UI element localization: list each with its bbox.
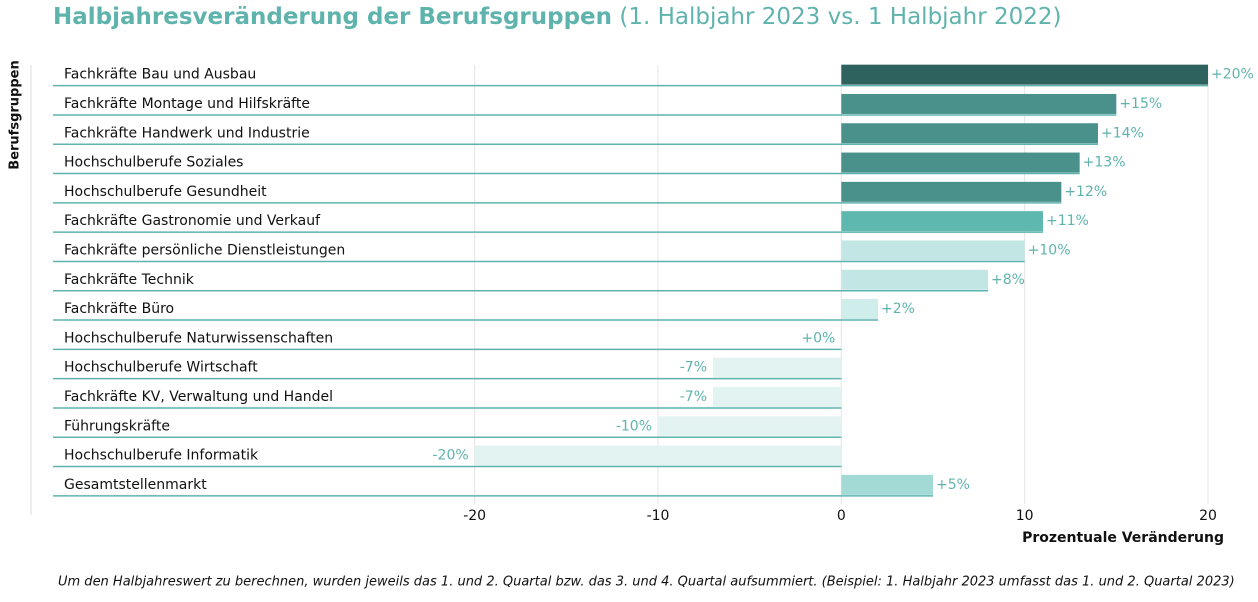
category-label: Hochschulberufe Naturwissenschaften — [64, 330, 333, 346]
value-label: +5% — [936, 477, 970, 493]
value-label: -7% — [680, 389, 707, 405]
value-label: +11% — [1046, 213, 1089, 229]
x-tick-label: 20 — [1199, 508, 1217, 524]
category-label: Fachkräfte Handwerk und Industrie — [64, 125, 310, 141]
bar — [841, 211, 1043, 232]
value-label: +12% — [1064, 184, 1107, 200]
category-label: Fachkräfte Büro — [64, 301, 174, 317]
x-tick-label: 0 — [837, 508, 846, 524]
value-label: +0% — [801, 330, 835, 346]
category-label: Fachkräfte Bau und Ausbau — [64, 67, 256, 83]
value-label: -10% — [616, 418, 652, 434]
y-axis-label: Berufsgruppen — [8, 60, 23, 169]
bar — [713, 386, 842, 407]
bar — [841, 474, 933, 495]
category-label: Hochschulberufe Wirtschaft — [64, 360, 258, 376]
bar — [474, 445, 842, 466]
chart-subtitle: (1. Halbjahr 2023 vs. 1 Halbjahr 2022) — [619, 4, 1061, 30]
category-label: Hochschulberufe Soziales — [64, 155, 243, 171]
category-label: Fachkräfte Gastronomie und Verkauf — [64, 213, 321, 229]
value-label: +8% — [991, 272, 1025, 288]
category-label: Fachkräfte Montage und Hilfskräfte — [64, 96, 310, 112]
value-label: +14% — [1101, 125, 1144, 141]
footnote: Um den Halbjahreswert zu berechnen, wurd… — [58, 575, 1235, 590]
category-label: Fachkräfte persönliche Dienstleistungen — [64, 242, 345, 258]
x-tick-label: -10 — [647, 508, 670, 524]
value-label: +2% — [881, 301, 915, 317]
value-label: -7% — [680, 360, 707, 376]
bar — [713, 357, 842, 378]
bar — [841, 181, 1062, 202]
bar — [841, 64, 1208, 85]
value-label: +20% — [1211, 67, 1254, 83]
value-label: +13% — [1083, 155, 1126, 171]
value-label: -20% — [432, 448, 468, 464]
bar — [658, 416, 842, 437]
category-label: Führungskräfte — [64, 418, 170, 434]
bar — [841, 269, 988, 290]
category-label: Fachkräfte Technik — [64, 272, 195, 288]
bar — [841, 123, 1098, 144]
chart-title-line: Halbjahresveränderung der Berufsgruppen … — [53, 4, 1062, 30]
category-label: Hochschulberufe Informatik — [64, 448, 259, 464]
bar — [841, 240, 1025, 261]
x-axis-label: Prozentuale Veränderung — [1022, 530, 1224, 546]
bar — [841, 93, 1117, 114]
category-label: Fachkräfte KV, Verwaltung und Handel — [64, 389, 333, 405]
x-tick-label: 10 — [1016, 508, 1034, 524]
category-label: Hochschulberufe Gesundheit — [64, 184, 267, 200]
x-tick-label: -20 — [463, 508, 486, 524]
bar — [841, 299, 878, 320]
value-label: +10% — [1028, 242, 1071, 258]
category-label: Gesamtstellenmarkt — [64, 477, 207, 493]
chart-title: Halbjahresveränderung der Berufsgruppen — [53, 4, 612, 30]
bar — [841, 152, 1080, 173]
value-label: +15% — [1119, 96, 1162, 112]
